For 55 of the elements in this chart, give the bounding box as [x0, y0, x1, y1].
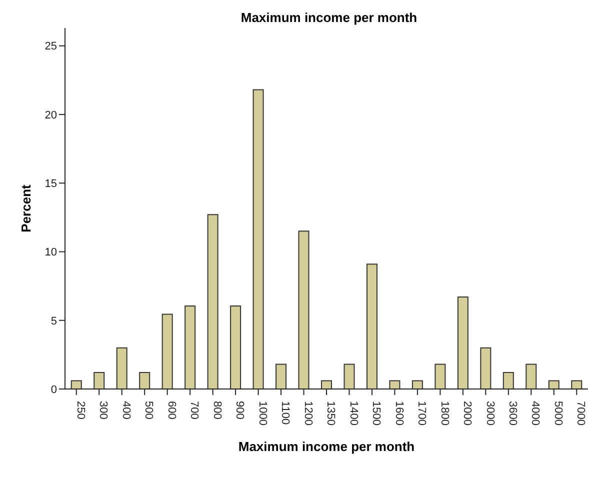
- bar: [434, 364, 446, 389]
- bar: [139, 372, 150, 389]
- bar: [116, 347, 128, 389]
- x-tick-label: 400: [120, 401, 132, 420]
- x-tick-label: 1500: [370, 401, 382, 426]
- x-tick-label: 2000: [461, 401, 474, 426]
- bar: [344, 364, 355, 389]
- chart-title: Maximum income per month: [240, 10, 418, 25]
- x-tick-label: 1100: [279, 401, 292, 425]
- x-tick-label: 1800: [438, 401, 450, 426]
- bar: [70, 380, 82, 389]
- x-tick-label: 600: [165, 401, 178, 420]
- x-axis-title: Maximum income per month: [238, 439, 415, 454]
- bar: [298, 230, 310, 389]
- bar: [548, 380, 560, 389]
- x-tick-label: 7000: [574, 401, 587, 426]
- y-tick-label: 15: [44, 178, 57, 190]
- x-tick-label: 1350: [324, 401, 337, 426]
- y-tick-label: 10: [44, 246, 57, 259]
- x-tick-label: 1700: [416, 401, 428, 426]
- x-tick-label: 900: [234, 401, 246, 420]
- x-tick-label: 5000: [552, 401, 564, 426]
- x-tick-label: 3600: [506, 401, 519, 426]
- y-tick-label: 20: [44, 109, 57, 122]
- x-tick-label: 1600: [392, 401, 405, 426]
- y-tick-label: 5: [50, 315, 57, 328]
- bar: [366, 264, 378, 389]
- bar: [162, 314, 173, 389]
- x-tick-label: 250: [74, 401, 86, 420]
- bar: [207, 214, 218, 389]
- bar: [320, 380, 332, 389]
- y-axis-title: Percent: [18, 184, 34, 232]
- y-tick-label: 25: [44, 40, 57, 53]
- bar: [412, 380, 423, 389]
- bar: [276, 364, 287, 389]
- bar: [184, 305, 196, 389]
- bar: [571, 380, 582, 389]
- bar: [526, 364, 537, 389]
- bar: [389, 380, 400, 389]
- bar: [457, 296, 468, 389]
- y-tick-label: 0: [50, 384, 57, 396]
- x-tick-label: 4000: [529, 401, 542, 426]
- x-tick-label: 300: [97, 401, 110, 420]
- bar: [230, 305, 242, 389]
- bar: [480, 347, 492, 389]
- x-tick-label: 500: [142, 401, 155, 420]
- x-tick-label: 800: [210, 401, 223, 420]
- x-tick-label: 700: [188, 401, 200, 420]
- bar: [94, 372, 105, 389]
- bar: [252, 89, 264, 389]
- bar: [502, 372, 514, 389]
- x-tick-label: 1000: [256, 401, 268, 426]
- x-tick-label: 1400: [347, 401, 360, 426]
- x-tick-label: 1200: [302, 401, 314, 426]
- x-tick-label: 3000: [484, 401, 496, 426]
